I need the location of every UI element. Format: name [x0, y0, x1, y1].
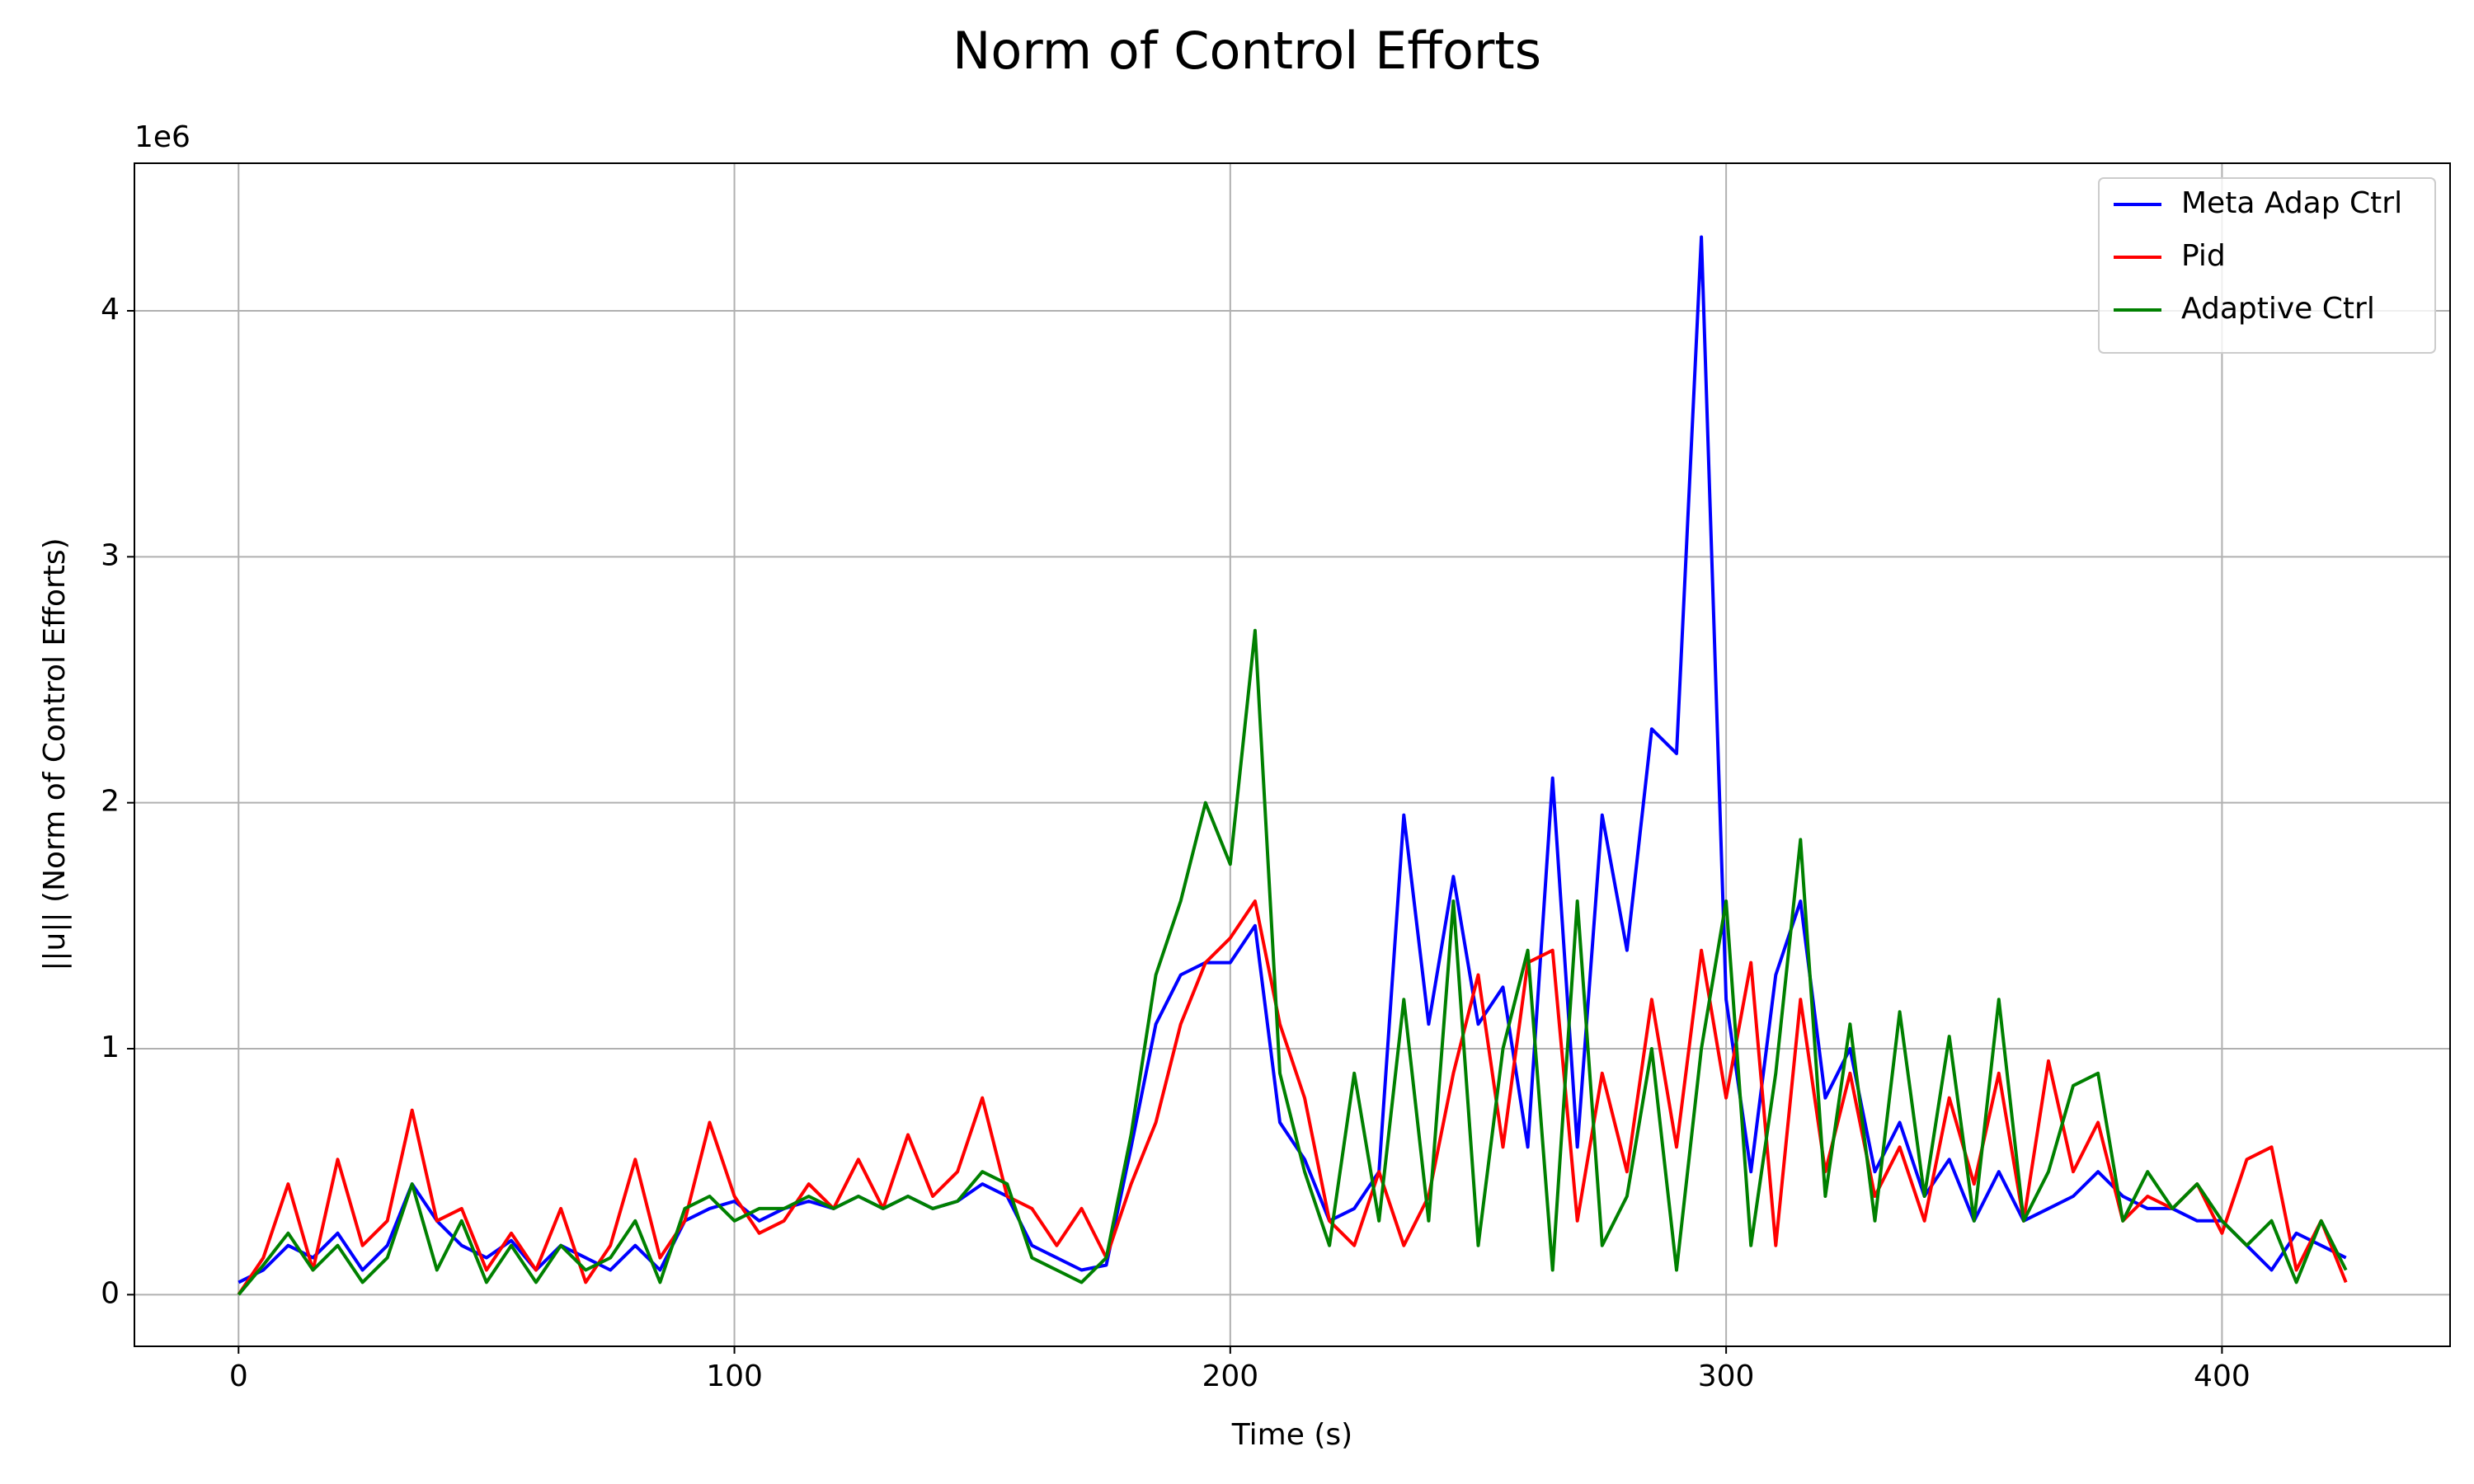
legend-box	[2098, 177, 2436, 354]
data-line	[237, 899, 2348, 1296]
y-tick-label: 1	[101, 1031, 120, 1064]
x-tick-label: 200	[1202, 1360, 1258, 1393]
y-axis-label: ||u|| (Norm of Control Efforts)	[38, 538, 72, 970]
legend-label: Pid	[2181, 239, 2226, 273]
chart-title: Norm of Control Efforts	[952, 21, 1541, 81]
y-tick-label: 4	[101, 293, 120, 326]
y-offset-label: 1e6	[134, 120, 190, 154]
plot-frame	[134, 162, 2451, 1347]
y-tick-label: 3	[101, 538, 120, 572]
data-line	[238, 235, 2347, 1284]
x-tick-label: 400	[2194, 1360, 2251, 1393]
legend-label: Meta Adap Ctrl	[2181, 186, 2402, 220]
data-line	[237, 628, 2348, 1296]
x-tick-label: 0	[229, 1360, 248, 1393]
y-tick-label: 2	[101, 785, 120, 819]
y-tick-label: 0	[101, 1276, 120, 1310]
x-tick-label: 100	[706, 1360, 763, 1393]
x-tick-label: 300	[1698, 1360, 1755, 1393]
x-axis-label: Time (s)	[1231, 1418, 1352, 1452]
legend-label: Adaptive Ctrl	[2181, 292, 2375, 326]
